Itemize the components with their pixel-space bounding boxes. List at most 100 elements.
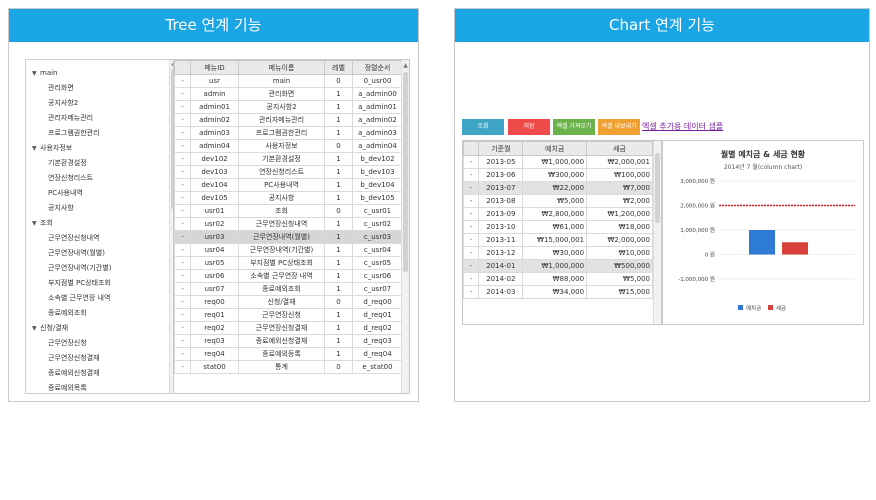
table-row[interactable]: -2013-10 ₩61,000 ₩18,000 <box>463 220 653 234</box>
table-row[interactable]: - usr03 근무연장내역(월별) 1 c_usr03 <box>174 230 403 244</box>
table-row[interactable]: - req01 근무연장신청 1 d_req01 <box>174 308 403 322</box>
tree-node-label: 공지사항 <box>48 204 74 212</box>
table-row[interactable]: -2013-05 ₩1,000,000 ₩2,000,001 <box>463 155 653 169</box>
tree-node-group[interactable]: ▼ 조회 <box>32 216 53 230</box>
excel-sample-link[interactable]: 엑셀 추가용 데이터 샘플 <box>642 122 724 131</box>
search-button[interactable]: 조회 <box>462 119 504 135</box>
table-row[interactable]: -2014-02 ₩88,000 ₩5,000 <box>463 272 653 286</box>
tree-node-item[interactable]: 종료예외신청결재 <box>48 366 100 380</box>
table-row[interactable]: -2013-12 ₩30,000 ₩10,000 <box>463 246 653 260</box>
tree-node-item[interactable]: 관리화면 <box>48 81 74 95</box>
tree-node-item[interactable]: 종료예외목록 <box>48 381 87 393</box>
expand-arrow-icon[interactable]: ▼ <box>32 145 37 152</box>
table-row[interactable]: - req00 신청/결재 0 d_req00 <box>174 295 403 309</box>
table-row[interactable]: -2013-11 ₩15,000,001 ₩2,000,000 <box>463 233 653 247</box>
tree-node-item[interactable]: 프로그램권한관리 <box>48 126 100 140</box>
table-row[interactable]: - dev104 PC사용내역 1 b_dev104 <box>174 178 403 192</box>
deposit-grid-scrollbar[interactable] <box>653 141 661 324</box>
expand-arrow-icon[interactable]: ▼ <box>32 220 37 227</box>
table-row[interactable]: -2013-06 ₩300,000 ₩100,000 <box>463 168 653 182</box>
table-row[interactable]: - admin03 프로그램권한관리 1 a_admin03 <box>174 126 403 140</box>
menu-grid-table: 메뉴ID 메뉴이름 레벨 정렬순서 - usr main 0 0_usr00- admin 관리화… <box>174 60 403 374</box>
tree-node-group[interactable]: ▼ 사용자정보 <box>32 141 72 155</box>
table-cell: 2014-03 <box>478 285 524 299</box>
scroll-up-icon[interactable]: ▲ <box>403 62 408 69</box>
tree-node-item[interactable]: 근무연장신청내역 <box>48 231 100 245</box>
column-header[interactable] <box>174 60 191 75</box>
grid-scrollbar[interactable]: ▲ <box>401 60 409 393</box>
excel-export-button[interactable]: 엑셀 내보내기 <box>598 119 640 135</box>
expand-arrow-icon[interactable]: ▼ <box>32 70 37 77</box>
scroll-thumb[interactable] <box>403 72 408 272</box>
table-cell: 2013-06 <box>478 168 524 182</box>
tree-node-item[interactable]: 연장신청리스트 <box>48 171 93 185</box>
table-cell: admin02 <box>190 113 239 127</box>
row-marker: - <box>174 295 191 309</box>
tree-node-group[interactable]: ▼ 신청/결재 <box>32 321 68 335</box>
column-header[interactable]: 메뉴ID <box>190 60 239 75</box>
row-marker: - <box>174 256 191 270</box>
tree-node-item[interactable]: 근무연장신청결재 <box>48 351 100 365</box>
scroll-thumb[interactable] <box>655 153 660 223</box>
excel-import-button[interactable]: 엑셀 가져오기 <box>553 119 595 135</box>
table-row[interactable]: - stat00 통계 0 e_stat00 <box>174 360 403 374</box>
column-header[interactable]: 기준월 <box>478 141 524 156</box>
expand-arrow-icon[interactable]: ▼ <box>32 325 37 332</box>
tree-node-item[interactable]: 공지사항 <box>48 201 74 215</box>
menu-grid[interactable]: 메뉴ID 메뉴이름 레벨 정렬순서 - usr main 0 0_usr00- admin 관리화… <box>173 59 410 394</box>
tree-node-item[interactable]: 근무연장신청 <box>48 336 87 350</box>
table-row[interactable]: - usr05 부지점별 PC상태조회 1 c_usr05 <box>174 256 403 270</box>
table-cell: 종료예외등록 <box>238 347 325 361</box>
table-row[interactable]: - admin02 관리자메뉴관리 1 a_admin02 <box>174 113 403 127</box>
table-cell: 1 <box>324 87 353 101</box>
table-row[interactable]: - req04 종료예외등록 1 d_req04 <box>174 347 403 361</box>
tree-node-item[interactable]: 부지점별 PC상태조회 <box>48 276 111 290</box>
table-row[interactable]: - usr main 0 0_usr00 <box>174 74 403 88</box>
column-header[interactable] <box>463 141 480 156</box>
table-row[interactable]: - dev103 연장신청리스트 1 b_dev103 <box>174 165 403 179</box>
menu-tree[interactable]: ▼ main 관리화면 공지사항2 관리자메뉴관리 프로그램권한관리 ▼ 사용자정보 기본환경설… <box>25 59 178 394</box>
table-cell: ₩15,000 <box>586 285 653 299</box>
legend-swatch <box>768 305 773 310</box>
tree-node-group[interactable]: ▼ main <box>32 66 58 80</box>
deposit-grid[interactable]: 기준월 예치금 세금 -2013-05 ₩1,000,000 ₩2,000,001-20… <box>462 140 662 325</box>
table-row[interactable]: - usr01 조회 0 c_usr01 <box>174 204 403 218</box>
table-row[interactable]: - admin 관리화면 1 a_admin00 <box>174 87 403 101</box>
column-header[interactable]: 레벨 <box>324 60 353 75</box>
table-row[interactable]: - dev102 기본환경설정 1 b_dev102 <box>174 152 403 166</box>
table-row[interactable]: - usr04 근무연장내역(기간별) 1 c_usr04 <box>174 243 403 257</box>
table-row[interactable]: -2013-08 ₩5,000 ₩2,000 <box>463 194 653 208</box>
table-cell: 근무연장신청결재 <box>238 321 325 335</box>
tree-node-item[interactable]: 공지사항2 <box>48 96 78 110</box>
table-row[interactable]: -2013-09 ₩2,800,000 ₩1,200,000 <box>463 207 653 221</box>
row-marker: - <box>174 230 191 244</box>
table-row[interactable]: -2014-03 ₩34,000 ₩15,000 <box>463 285 653 299</box>
save-button[interactable]: 저장 <box>508 119 550 135</box>
row-marker: - <box>174 178 191 192</box>
table-row[interactable]: -2013-07 ₩22,000 ₩7,000 <box>463 181 653 195</box>
column-header[interactable]: 예치금 <box>522 141 588 156</box>
tree-node-label: 조회 <box>40 219 53 227</box>
table-row[interactable]: - admin04 사용자정보 0 a_admin04 <box>174 139 403 153</box>
column-header[interactable]: 세금 <box>586 141 653 156</box>
table-row[interactable]: - usr06 소속별 근무연장 내역 1 c_usr06 <box>174 269 403 283</box>
tree-node-item[interactable]: 근무연장내역(기간별) <box>48 261 111 275</box>
table-row[interactable]: - usr02 근무연장신청내역 1 c_usr02 <box>174 217 403 231</box>
table-row[interactable]: - req02 근무연장신청결재 1 d_req02 <box>174 321 403 335</box>
table-row[interactable]: - dev105 공지사항 1 b_dev105 <box>174 191 403 205</box>
table-row[interactable]: - usr07 종료예외조회 1 c_usr07 <box>174 282 403 296</box>
table-row[interactable]: -2014-01 ₩1,000,000 ₩500,000 <box>463 259 653 273</box>
tree-node-item[interactable]: 소속별 근무연장 내역 <box>48 291 110 305</box>
table-row[interactable]: - req03 종료예외신청결재 1 d_req03 <box>174 334 403 348</box>
tree-node-item[interactable]: 근무연장내역(월별) <box>48 246 105 260</box>
table-cell: 1 <box>324 230 353 244</box>
tree-node-item[interactable]: 종료예외조회 <box>48 306 87 320</box>
tree-node-item[interactable]: 기본환경설정 <box>48 156 87 170</box>
column-header[interactable]: 정렬순서 <box>352 60 403 75</box>
table-cell: 1 <box>324 217 353 231</box>
table-row[interactable]: - admin01 공지사항2 1 a_admin01 <box>174 100 403 114</box>
column-header[interactable]: 메뉴이름 <box>238 60 325 75</box>
tree-node-item[interactable]: 관리자메뉴관리 <box>48 111 93 125</box>
chart-title: 월별 예치금 & 세금 현황 <box>720 150 806 159</box>
tree-node-item[interactable]: PC사용내역 <box>48 186 83 200</box>
